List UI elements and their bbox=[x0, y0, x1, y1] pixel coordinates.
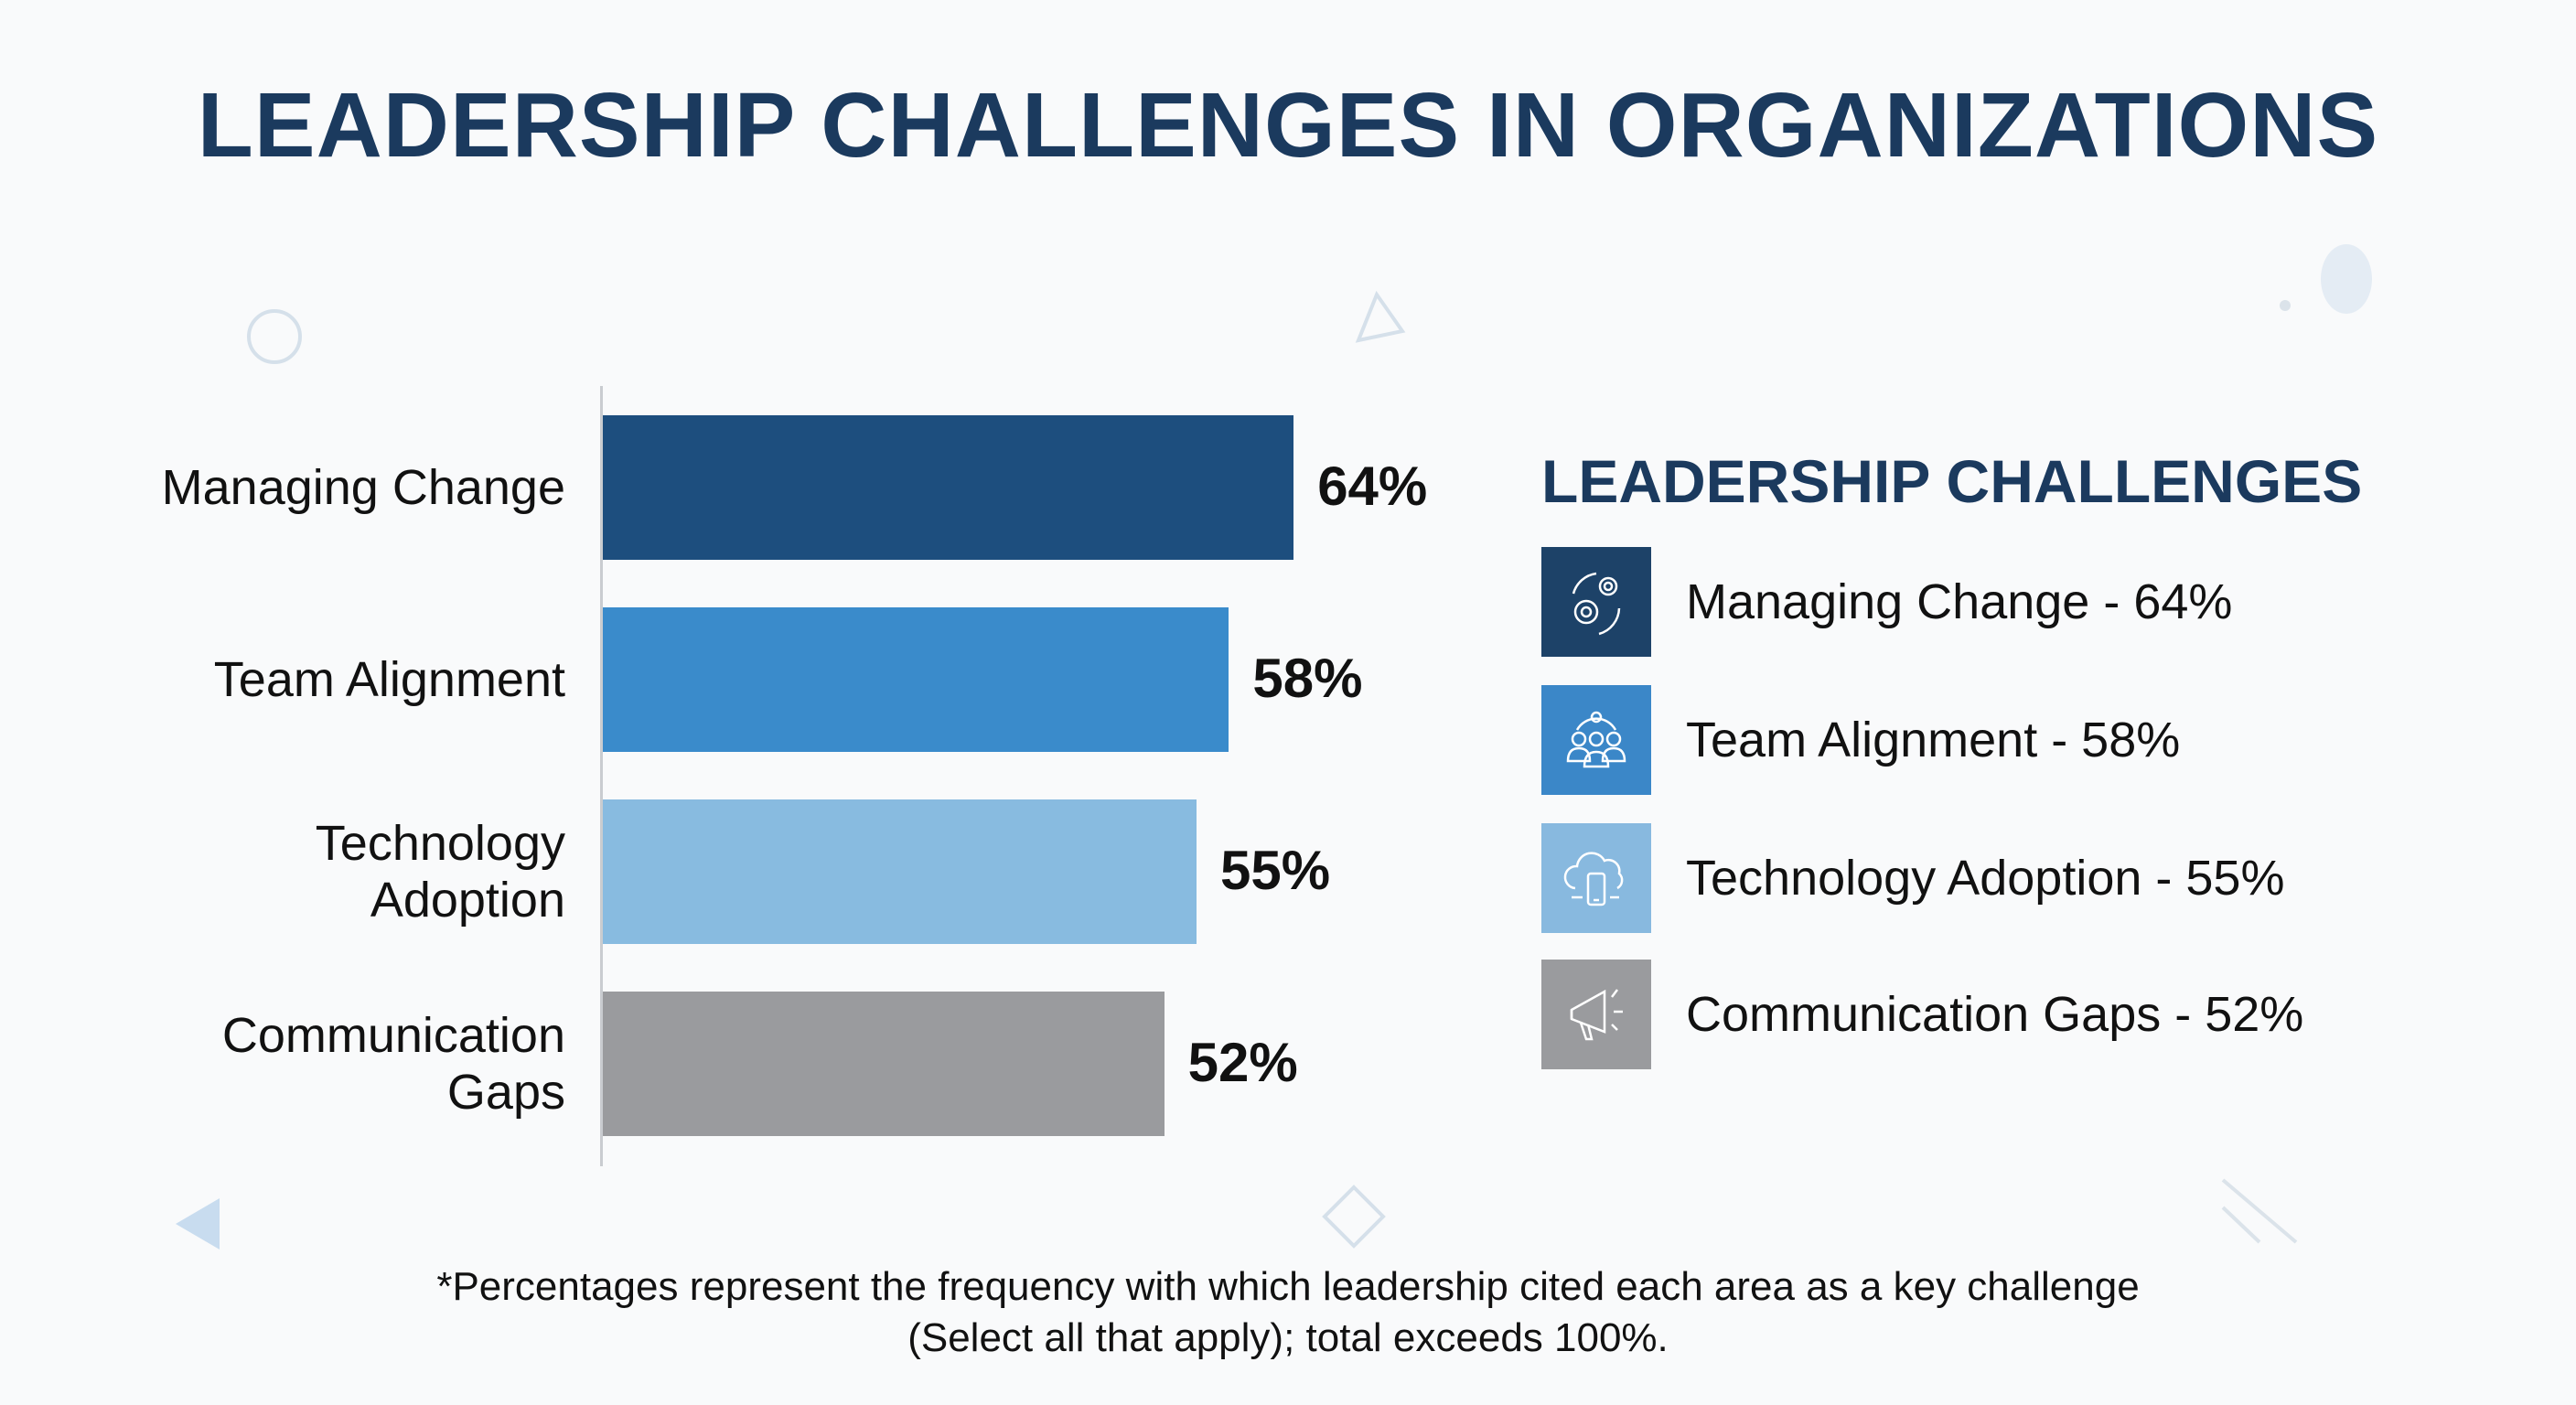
bar-technology-adoption bbox=[603, 799, 1197, 944]
decor-diamond bbox=[1322, 1185, 1386, 1249]
decor-line bbox=[2221, 1178, 2298, 1244]
bar-team-alignment bbox=[603, 607, 1229, 752]
decor-dot bbox=[2280, 300, 2291, 311]
bar-value-label: 55% bbox=[1220, 840, 1331, 901]
decor-left-triangle bbox=[176, 1198, 220, 1249]
category-label: Team Alignment bbox=[213, 652, 565, 707]
footnote-line-2: (Select all that apply); total exceeds 1… bbox=[907, 1315, 1669, 1360]
bar-value-label: 64% bbox=[1317, 456, 1428, 517]
category-label: Communication Gaps bbox=[221, 1008, 565, 1120]
decor-triangle bbox=[1355, 290, 1406, 343]
decor-circle bbox=[247, 309, 302, 364]
team-group-icon bbox=[1566, 711, 1626, 768]
bar-managing-change bbox=[603, 415, 1294, 560]
legend-title: LEADERSHIP CHALLENGES bbox=[1541, 447, 2363, 515]
legend-item-label: Communication Gaps - 52% bbox=[1686, 987, 2304, 1042]
bar-communication-gaps bbox=[603, 992, 1165, 1136]
legend-swatch-technology-adoption bbox=[1541, 823, 1651, 933]
legend-swatch-managing-change bbox=[1541, 547, 1651, 657]
decor-blob bbox=[2321, 244, 2372, 314]
legend-swatch-team-alignment bbox=[1541, 685, 1651, 795]
legend-item-label: Team Alignment - 58% bbox=[1686, 713, 2181, 767]
footnote-line-1: *Percentages represent the frequency wit… bbox=[436, 1264, 2140, 1309]
y-axis-line bbox=[600, 386, 603, 1166]
category-label: Managing Change bbox=[161, 460, 565, 515]
bar-value-label: 52% bbox=[1187, 1032, 1298, 1093]
cloud-phone-icon bbox=[1563, 852, 1624, 906]
legend-item-label: Managing Change - 64% bbox=[1686, 574, 2233, 629]
category-label: Technology Adoption bbox=[315, 816, 565, 928]
bar-value-label: 58% bbox=[1252, 648, 1363, 709]
legend-swatch-communication-gaps bbox=[1541, 960, 1651, 1069]
page-title: LEADERSHIP CHALLENGES IN ORGANIZATIONS bbox=[197, 74, 2379, 177]
legend-item-label: Technology Adoption - 55% bbox=[1686, 851, 2285, 906]
megaphone-icon bbox=[1570, 989, 1623, 1041]
gears-cycle-icon bbox=[1572, 572, 1621, 636]
decor-line bbox=[2221, 1206, 2261, 1244]
